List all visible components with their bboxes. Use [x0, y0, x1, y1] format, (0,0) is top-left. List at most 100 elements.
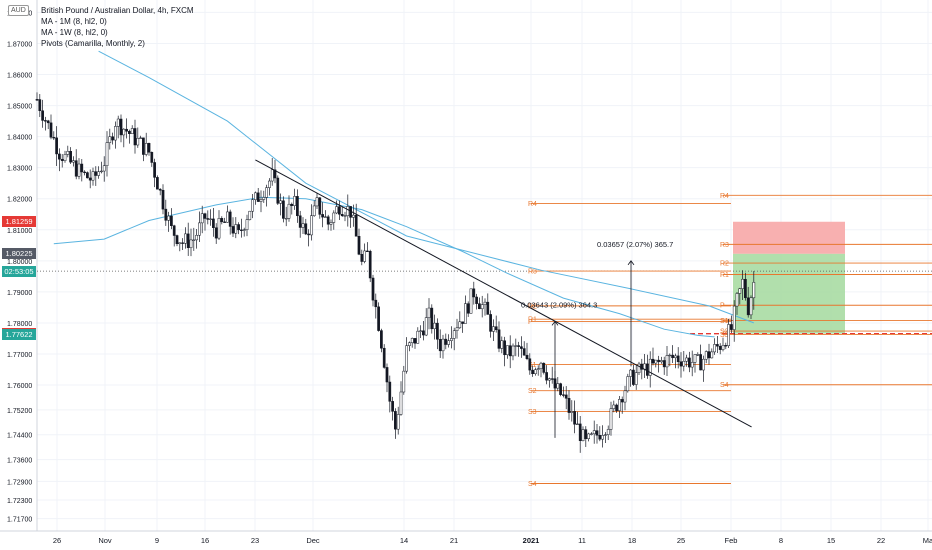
measure-label: 0.03643 (2.09%) 364.3 [521, 300, 597, 309]
pivot-jan-label: S2 [528, 388, 537, 395]
measure-arrowhead [627, 260, 635, 266]
candle-body [296, 196, 299, 217]
candle-body [377, 306, 380, 331]
candle-body [128, 130, 131, 134]
candle-body [478, 303, 481, 310]
candle-body [492, 326, 495, 332]
candle-body [214, 227, 218, 239]
candle-body [44, 120, 47, 122]
candle-body [276, 177, 280, 204]
candle-body [242, 229, 246, 231]
pivot-feb-label: S3 [720, 332, 729, 339]
candle-body [164, 208, 168, 221]
candle-body [111, 136, 114, 141]
candle-body [69, 151, 72, 163]
candle-body [259, 199, 263, 202]
candle-body [486, 301, 490, 315]
candle-body [380, 330, 383, 349]
candle-body [458, 321, 462, 329]
candle-body [114, 126, 117, 141]
y-tick-label: 1.80000 [7, 259, 32, 266]
candle-body [298, 215, 302, 228]
pivot-feb-label: R1 [720, 272, 729, 279]
candle-body [265, 187, 268, 198]
y-tick-label: 1.77000 [7, 352, 32, 359]
candle-body [287, 203, 291, 219]
legend-ma-weekly[interactable]: MA - 1W (8, hl2, 0) [41, 28, 108, 37]
x-tick-label: 15 [827, 536, 835, 545]
ma-line-ma-1m[interactable] [98, 50, 754, 324]
candle-body [536, 368, 540, 370]
candle-body [590, 433, 593, 435]
pivot-feb-label: R4 [720, 193, 729, 200]
x-tick-label: 18 [628, 536, 636, 545]
candle-body [483, 301, 487, 305]
measure-label: 0.03657 (2.07%) 365.7 [597, 240, 673, 249]
candle-body [307, 233, 310, 236]
candle-body [88, 177, 92, 181]
candle-body [338, 206, 341, 215]
x-tick-label: Ma [923, 536, 932, 545]
candle-body [254, 192, 257, 200]
candle-body [58, 153, 61, 160]
candle-body [430, 307, 434, 330]
candle-body [72, 160, 75, 163]
pivot-jan-label: P [528, 319, 533, 326]
candle-body [77, 163, 81, 177]
candle-body [514, 345, 518, 347]
candle-body [139, 137, 142, 139]
candle-body [251, 199, 254, 212]
candle-body [550, 378, 554, 380]
candle-body [189, 239, 193, 248]
candle-body [637, 363, 641, 373]
candle-body [556, 383, 560, 389]
candle-body [662, 360, 666, 368]
candle-body [363, 250, 366, 262]
candle-body [206, 218, 210, 220]
legend-ma-monthly[interactable]: MA - 1M (8, hl2, 0) [41, 17, 107, 26]
candle-body [654, 359, 658, 364]
candle-body [102, 165, 106, 172]
candle-body [671, 354, 674, 359]
candle-body [293, 196, 296, 206]
price-tag: 1.77622 [2, 329, 36, 341]
candle-body [570, 411, 574, 413]
candle-body [564, 394, 568, 399]
candle-body [531, 369, 534, 374]
candle-body [419, 330, 422, 332]
candle-body [609, 408, 613, 430]
candle-body [606, 429, 610, 435]
legend-pivots[interactable]: Pivots (Camarilla, Monthly, 2) [41, 39, 145, 48]
candle-body [542, 362, 546, 373]
trendline[interactable] [255, 159, 752, 428]
ma-line-ma-1w[interactable] [53, 196, 715, 338]
candle-body [693, 354, 697, 363]
candle-body [528, 358, 532, 371]
candle-body [315, 197, 319, 207]
price-tag: 02:53:05 [2, 265, 36, 277]
candle-body [66, 151, 70, 155]
candle-body [612, 404, 616, 409]
candle-body [405, 345, 408, 372]
candle-body [676, 355, 680, 363]
x-tick-label: 26 [53, 536, 61, 545]
candle-body [153, 162, 156, 178]
pivot-jan-label: R2 [528, 303, 537, 310]
candle-body [385, 367, 389, 383]
legend-symbol[interactable]: British Pound / Australian Dollar, 4h, F… [41, 6, 194, 15]
y-tick-label: 1.82000 [7, 197, 32, 204]
candle-body [368, 250, 372, 279]
candle-body [623, 390, 627, 403]
y-tick-label: 1.85000 [7, 104, 32, 111]
candle-body [735, 293, 739, 307]
pivot-jan-label: S4 [528, 481, 537, 488]
candle-body [270, 169, 274, 182]
candle-body [584, 429, 588, 439]
candle-body [688, 357, 691, 368]
candle-body [447, 340, 450, 345]
x-tick-label: Feb [725, 536, 738, 545]
candle-body [245, 219, 249, 231]
position-stop-zone[interactable] [733, 221, 845, 254]
